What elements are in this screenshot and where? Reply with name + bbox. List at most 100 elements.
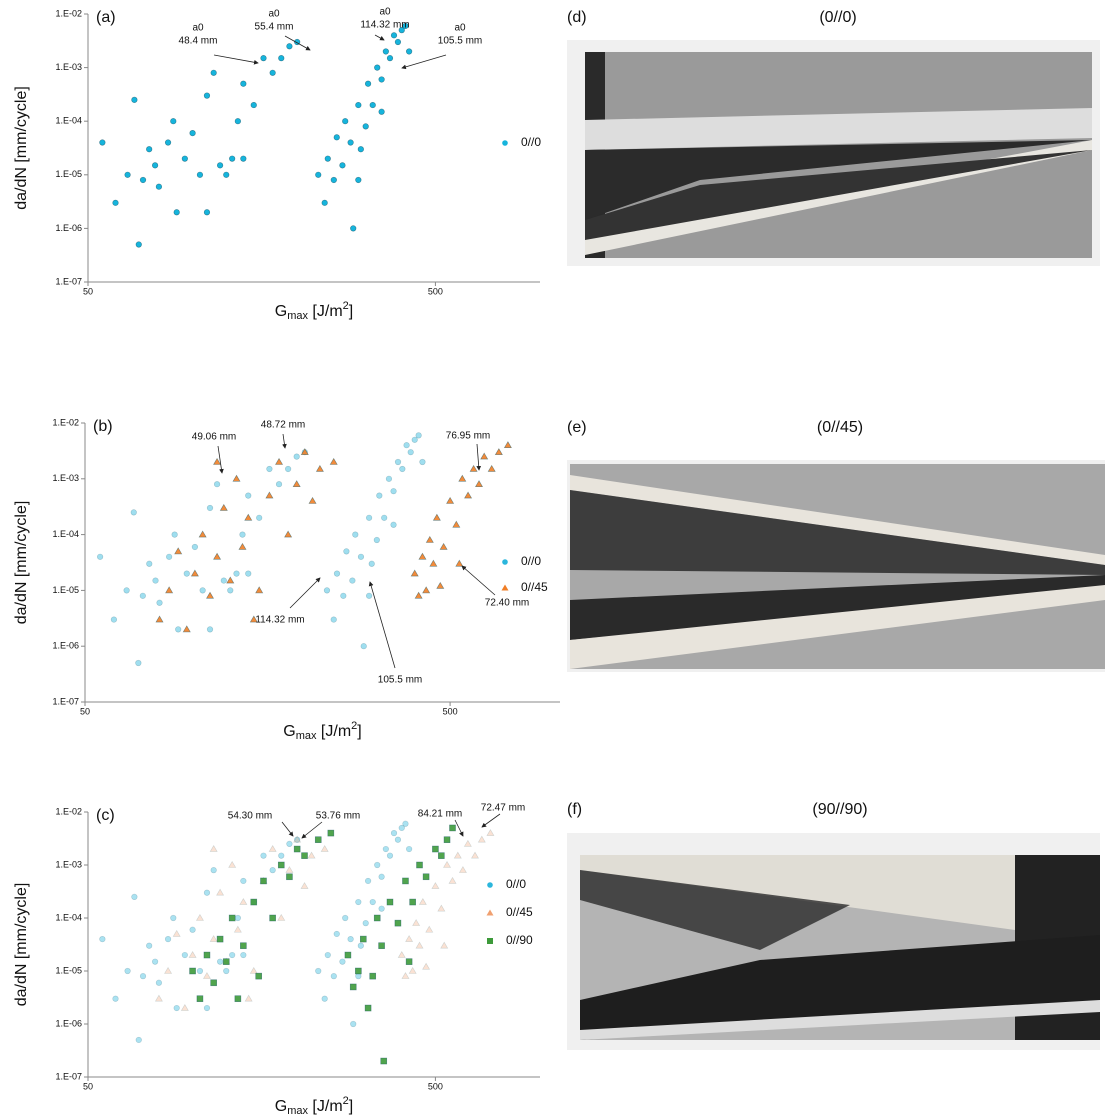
point	[210, 979, 217, 987]
legend-label: 0//0	[506, 877, 526, 891]
point	[432, 845, 439, 853]
point	[437, 904, 446, 912]
point	[378, 942, 385, 950]
point	[494, 448, 503, 455]
point	[164, 139, 172, 146]
point	[360, 643, 367, 650]
point	[239, 897, 248, 905]
point	[342, 914, 349, 922]
point	[216, 162, 224, 169]
annotation: a0	[454, 23, 466, 34]
point	[452, 520, 461, 528]
point	[307, 851, 316, 859]
point	[359, 935, 367, 943]
point	[386, 55, 394, 62]
point	[315, 464, 324, 472]
point	[406, 845, 413, 853]
point	[365, 514, 373, 521]
point	[438, 852, 445, 859]
point	[321, 199, 328, 206]
point	[112, 995, 119, 1002]
point	[503, 441, 512, 449]
point	[330, 973, 337, 980]
annotation-arrow	[454, 819, 464, 837]
panel-label: (c)	[96, 807, 115, 824]
legend-marker	[501, 584, 509, 591]
photo-title: (0//0)	[819, 9, 856, 26]
chart: 1.E-07 1.E-06 1.E-05 1.E-04 1.E-03 1.E-02 50 50…	[13, 803, 540, 1117]
point	[455, 559, 464, 567]
point	[385, 475, 393, 482]
panel-label: (b)	[93, 418, 113, 435]
photo-e	[567, 460, 1105, 672]
point	[191, 543, 199, 551]
point	[458, 866, 467, 873]
point	[112, 199, 119, 206]
point	[278, 852, 285, 859]
point	[425, 535, 434, 543]
legend-marker	[502, 559, 508, 565]
point	[323, 587, 331, 594]
point	[196, 171, 204, 178]
point	[292, 480, 301, 488]
point	[206, 626, 214, 633]
point	[300, 448, 309, 455]
point	[365, 592, 373, 599]
point	[398, 824, 405, 832]
point	[239, 531, 246, 538]
point	[324, 155, 331, 162]
point	[349, 577, 356, 584]
point	[220, 577, 227, 584]
point	[245, 492, 252, 499]
point	[228, 860, 237, 868]
annotation-arrow	[461, 565, 496, 596]
point	[110, 616, 118, 623]
point	[422, 586, 431, 594]
y-tick-label: 1.E-02	[52, 417, 79, 427]
point	[195, 913, 204, 921]
point	[99, 935, 106, 943]
point	[203, 92, 211, 99]
legend-marker	[487, 882, 493, 888]
point	[398, 27, 405, 34]
point	[378, 905, 385, 912]
annotation: 84.21 mm	[418, 809, 462, 820]
point	[277, 913, 286, 921]
point	[196, 995, 204, 1003]
point	[463, 839, 472, 847]
x-axis-label-part: max	[287, 1105, 308, 1117]
point	[188, 950, 197, 958]
point	[405, 934, 414, 942]
photo-f	[567, 833, 1100, 1050]
point	[135, 1036, 142, 1044]
point	[275, 457, 284, 465]
annotation-arrow	[289, 577, 321, 609]
point	[329, 457, 338, 465]
point	[443, 836, 451, 844]
y-tick-label: 1.E-04	[55, 912, 82, 922]
point	[227, 587, 234, 594]
point	[260, 877, 267, 885]
x-axis-label-part: 2	[343, 1095, 349, 1107]
point	[362, 123, 369, 130]
photo-title: (90//90)	[812, 801, 867, 818]
photo-label: (f)	[567, 801, 582, 818]
legend-marker	[502, 140, 508, 146]
point	[350, 1020, 357, 1028]
point	[139, 592, 146, 599]
legend-label: 0//45	[506, 905, 533, 919]
point	[414, 591, 423, 599]
point	[203, 951, 211, 959]
x-axis-label: Gmax [J/m2]	[275, 1095, 353, 1117]
point	[300, 881, 309, 889]
point	[234, 995, 242, 1003]
point	[333, 570, 341, 577]
point	[369, 972, 377, 980]
point	[155, 615, 164, 623]
point	[223, 967, 230, 975]
point	[394, 38, 402, 46]
point	[182, 625, 191, 633]
point	[401, 972, 410, 979]
point	[369, 898, 376, 906]
